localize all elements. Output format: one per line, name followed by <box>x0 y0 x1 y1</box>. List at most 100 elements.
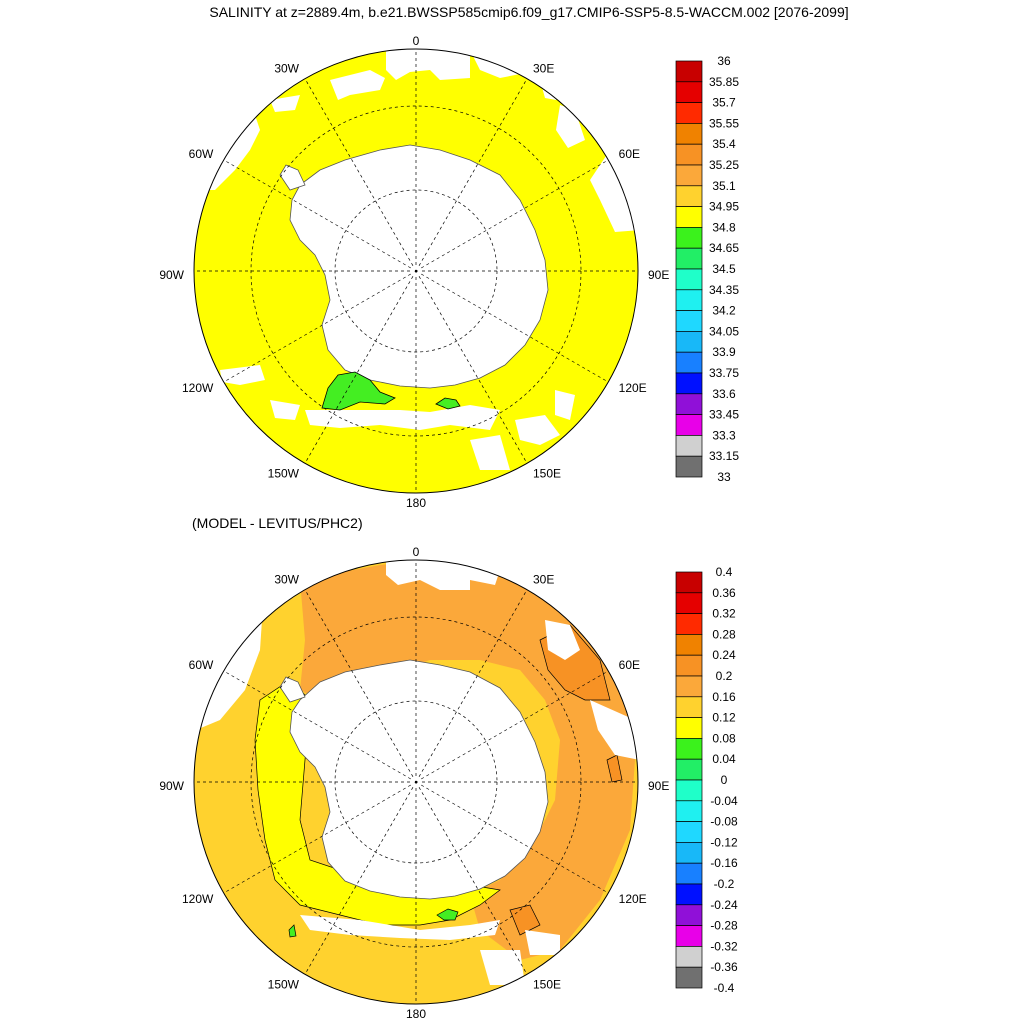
colorbar-swatch <box>675 351 703 374</box>
colorbar-label: 0 <box>721 773 728 787</box>
salinity-patch <box>321 371 396 411</box>
longitude-label: 0 <box>413 545 420 559</box>
longitude-label: 60W <box>189 658 214 672</box>
meridian-line <box>304 787 414 975</box>
colorbar-label: 34.8 <box>712 220 736 234</box>
colorbar-swatch <box>675 81 703 103</box>
missing-data-region <box>386 560 470 590</box>
difference-patch <box>436 908 459 921</box>
colorbar-swatch <box>675 925 703 947</box>
colorbar-swatch <box>675 654 703 677</box>
meridian-line <box>418 78 528 266</box>
meridian-lines <box>194 49 638 493</box>
colorbar-swatch <box>675 331 703 353</box>
colorbar-swatch <box>675 143 703 166</box>
meridian-line <box>421 784 609 894</box>
colorbar-swatch <box>675 268 703 291</box>
figure-title: SALINITY at z=2889.4m, b.e21.BWSSP585cmi… <box>209 4 848 20</box>
colorbar-swatch <box>675 310 703 332</box>
meridian-line <box>223 273 411 383</box>
longitude-label: 150W <box>268 978 300 992</box>
colorbar-label: 0.36 <box>712 586 736 600</box>
colorbar-label: 33.3 <box>712 428 736 442</box>
missing-data-region <box>330 70 385 100</box>
colorbar-swatch <box>675 883 703 906</box>
colorbar-label: -0.36 <box>710 960 738 974</box>
colorbar-swatch <box>675 393 703 415</box>
meridian-lines <box>194 560 638 1004</box>
colorbar-label: 0.08 <box>712 731 736 745</box>
colorbar-label: -0.12 <box>710 835 738 849</box>
colorbar-label: 34.35 <box>709 283 739 297</box>
meridian-line <box>421 273 609 383</box>
missing-data-region <box>470 435 510 470</box>
meridian-line <box>304 589 414 777</box>
longitude-labels: 0 30E 60E 90E 120E 150E 180 150W 120W 90W 60W 30W <box>159 545 669 1021</box>
missing-data-region <box>525 930 560 955</box>
longitude-label: 60E <box>619 658 640 672</box>
antarctic-peninsula <box>279 164 306 191</box>
dark-orange-region <box>606 754 623 783</box>
missing-data-region <box>515 415 560 445</box>
meridian-line <box>421 670 609 780</box>
colorbar-swatch <box>675 414 703 436</box>
colorbar-label: 35.7 <box>712 96 736 110</box>
longitude-label: 150E <box>533 978 561 992</box>
colorbar-label: 34.95 <box>709 200 739 214</box>
longitude-label: 90W <box>159 779 184 793</box>
colorbar-swatch <box>675 779 703 802</box>
colorbar-label: 33.45 <box>709 408 739 422</box>
colorbar-label: 0.16 <box>712 690 736 704</box>
colorbar-swatch <box>675 206 703 228</box>
missing-data-region <box>545 620 580 660</box>
difference-map: 0 30E 60E 90E 120E 150E 180 150W 120W 90W 60W 30W <box>159 545 669 1021</box>
longitude-label: 30E <box>533 572 554 586</box>
colorbar-swatch <box>675 123 703 145</box>
colorbar-swatch <box>675 455 703 478</box>
longitude-label: 60W <box>189 147 214 161</box>
colorbar-swatch <box>675 696 703 718</box>
colorbar-swatch <box>675 164 703 187</box>
meridian-line <box>304 276 414 464</box>
colorbar-label: -0.04 <box>710 794 738 808</box>
colorbar-swatch <box>675 800 703 822</box>
antarctica-landmass <box>289 659 549 900</box>
longitude-label: 60E <box>619 147 640 161</box>
salinity-patch <box>435 397 461 410</box>
colorbar-label: -0.08 <box>710 815 738 829</box>
missing-data-region <box>300 915 500 940</box>
colorbar-swatch <box>675 634 703 656</box>
salinity-colorbar: 36 35.85 35.7 35.55 35.4 35.25 35.1 34.95 34.8 34… <box>675 54 739 484</box>
longitude-label: 0 <box>413 34 420 48</box>
missing-data-region <box>556 105 585 148</box>
yellow-region <box>254 679 501 926</box>
colorbar-label: -0.2 <box>714 877 735 891</box>
longitude-label: 180 <box>406 496 426 510</box>
meridian-line <box>223 784 411 894</box>
antarctic-peninsula <box>279 676 306 703</box>
colorbar-swatch <box>675 372 703 395</box>
salinity-map: 0 30E 60E 90E 120E 150E 180 150W 120W 90W 60W 30W <box>159 34 669 510</box>
meridian-line <box>223 670 411 780</box>
colorbar-label: -0.16 <box>710 856 738 870</box>
colorbar-label: 33 <box>717 470 731 484</box>
colorbar-swatch <box>675 966 703 989</box>
colorbar-swatch <box>675 247 703 270</box>
colorbar-label: 33.6 <box>712 387 736 401</box>
longitude-label: 90W <box>159 268 184 282</box>
meridian-line <box>421 159 609 269</box>
colorbar-swatch <box>675 904 703 926</box>
colorbar-label: 0.2 <box>716 669 733 683</box>
longitude-label: 180 <box>406 1007 426 1021</box>
colorbar-swatch <box>675 862 703 885</box>
longitude-label: 30W <box>274 61 299 75</box>
colorbar-label: 34.2 <box>712 304 736 318</box>
missing-data-region <box>590 700 638 760</box>
figure-subtitle: (MODEL - LEVITUS/PHC2) <box>192 515 363 531</box>
colorbar-swatch <box>675 842 703 864</box>
colorbar-label: 34.5 <box>712 262 736 276</box>
colorbar-label: 33.15 <box>709 449 739 463</box>
missing-data-region <box>480 950 525 985</box>
meridian-line <box>418 787 528 975</box>
colorbar-label: 0.04 <box>712 752 736 766</box>
